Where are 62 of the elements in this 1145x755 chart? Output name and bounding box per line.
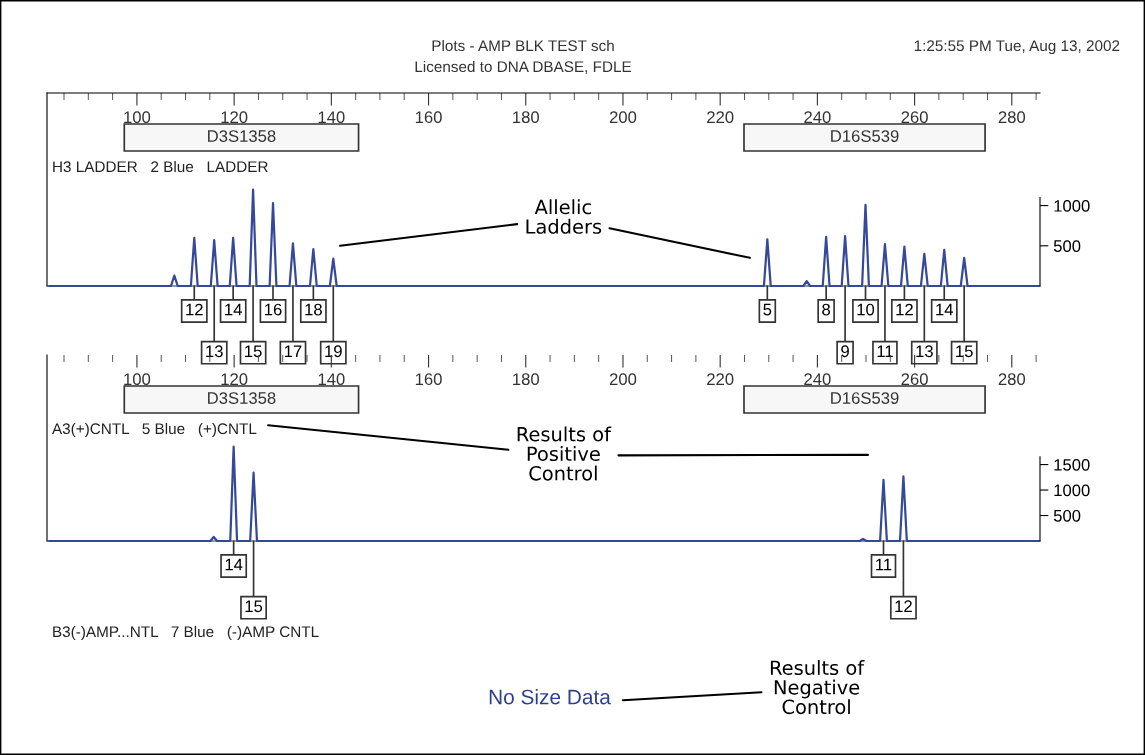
x-tick-label: 260	[901, 111, 928, 124]
annotation: 11	[876, 558, 892, 571]
annotation: 12	[896, 303, 913, 316]
x-tick-label: 100	[124, 373, 151, 386]
text: H3 LADDER 2 Blue LADDER	[53, 160, 268, 173]
annotation: 19	[325, 345, 342, 358]
text: A3(+)CNTL 5 Blue (+)CNTL	[52, 422, 257, 438]
y-tick-label: 1000	[1054, 199, 1090, 212]
annotation: 15	[245, 600, 263, 613]
x-tick-label: 280	[998, 111, 1026, 124]
annotation: 18	[305, 303, 322, 316]
x-tick-label: 240	[804, 373, 831, 386]
text: Licensed to DNA DBASE, FDLE	[415, 60, 632, 74]
annotation: Results of Positive Control	[517, 426, 612, 481]
y-tick-label: 1500	[1054, 458, 1090, 471]
annotation: 14	[936, 303, 954, 316]
y-tick-label: 1000	[1054, 484, 1090, 497]
y-tick-label: 500	[1053, 509, 1081, 522]
annotation: Allelic Ladders	[526, 199, 602, 234]
band-label: D3S1358	[208, 392, 276, 404]
x-tick-label: 140	[318, 111, 345, 124]
text: B3(-)AMP...NTL 7 Blue (-)AMP CNTL	[53, 625, 319, 641]
x-tick-label: 160	[415, 373, 442, 386]
band-label: D3S1358	[208, 130, 276, 142]
annotation: 12	[895, 600, 912, 612]
band-label: D16S539	[831, 392, 899, 404]
text: 1:25:55 PM Tue, Aug 13, 2002	[914, 40, 1120, 55]
annotation: 13	[916, 345, 933, 358]
x-tick-label: 280	[998, 373, 1026, 386]
annotation: 12	[186, 303, 203, 316]
annotation: 14	[225, 558, 243, 571]
text: Plots - AMP BLK TEST sch	[432, 39, 614, 52]
annotation: 14	[225, 303, 242, 316]
annotation: 10	[857, 303, 875, 316]
x-tick-label: 100	[124, 111, 151, 124]
y-tick-label: 500	[1053, 240, 1081, 252]
x-tick-label: 200	[609, 373, 637, 386]
x-tick-label: 120	[221, 111, 248, 124]
x-tick-label: 160	[415, 111, 442, 124]
annotation: 13	[206, 345, 223, 358]
annotation: 5	[763, 303, 772, 316]
x-tick-label: 260	[901, 373, 928, 386]
x-tick-label: 220	[707, 111, 734, 124]
text: Results of Negative Control	[770, 660, 865, 715]
x-tick-label: 180	[513, 111, 540, 124]
x-tick-label: 240	[804, 111, 831, 124]
band-label: D16S539	[831, 130, 899, 142]
line-series	[48, 445, 1040, 543]
annotation: 8	[822, 303, 831, 316]
annotation: 17	[284, 345, 302, 357]
annotation: 16	[265, 303, 282, 316]
x-tick-label: 120	[221, 373, 248, 386]
x-tick-label: 140	[318, 373, 345, 386]
annotation: 9	[841, 345, 849, 358]
annotation: 15	[245, 345, 262, 358]
x-tick-label: 200	[609, 111, 637, 124]
annotation: 11	[877, 345, 893, 357]
line-series	[48, 188, 1040, 288]
x-tick-label: 220	[707, 373, 734, 386]
annotation: 15	[956, 345, 973, 358]
text: No Size Data	[489, 689, 611, 705]
x-tick-label: 180	[513, 373, 540, 386]
